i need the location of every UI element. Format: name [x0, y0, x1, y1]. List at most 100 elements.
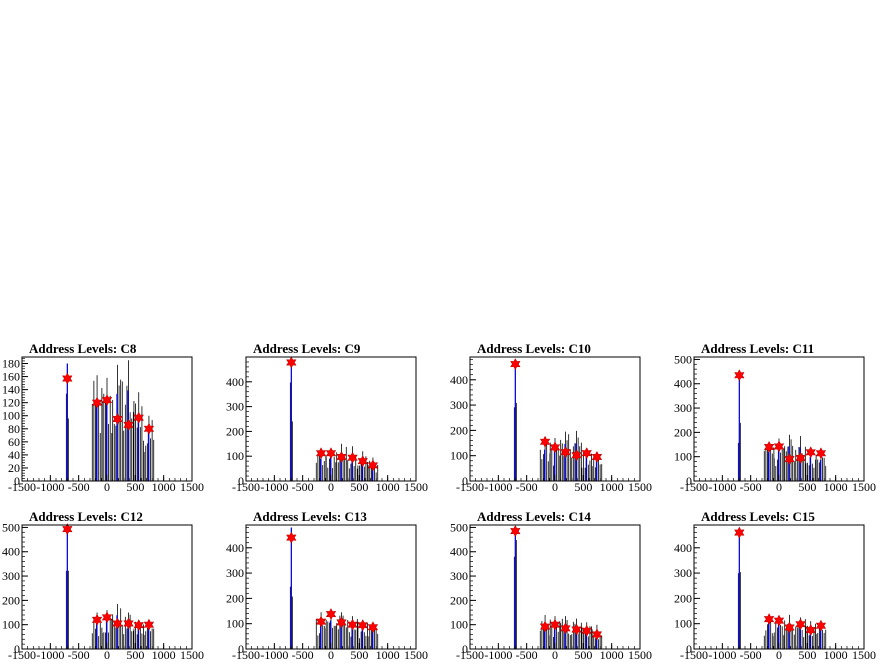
peak-marker [784, 621, 795, 634]
chart-panel: Address Levels: C9 0 100 200 300 400 -1500 -100… [226, 341, 428, 494]
y-tick-label: 100 [450, 449, 468, 463]
peak-marker [773, 614, 785, 627]
x-tick-label: -1500 [456, 648, 484, 662]
x-tick-label: 0 [776, 480, 782, 494]
x-tick-label: 500 [350, 480, 368, 494]
peak-marker [510, 525, 521, 538]
histogram-peak-cluster [815, 453, 827, 481]
y-tick-label: 100 [2, 618, 20, 632]
chart-panel: Address Levels: C13 0 100 200 300 400 -1500 -10… [226, 509, 428, 662]
y-tick-label: 500 [674, 352, 692, 366]
x-tick-label: -500 [740, 480, 762, 494]
histogram-peak-cluster [737, 374, 741, 481]
chart-title: Address Levels: C13 [253, 509, 367, 524]
peak-marker [734, 526, 745, 539]
x-tick-label: 500 [350, 648, 368, 662]
chart-title: Address Levels: C9 [253, 341, 361, 356]
x-tick-label: -1000 [260, 480, 288, 494]
y-tick-label: 0 [686, 642, 692, 656]
peak-marker [510, 358, 521, 371]
chart-title: Address Levels: C15 [701, 509, 815, 524]
y-tick-label: 0 [686, 474, 692, 488]
x-tick-label: 1500 [404, 648, 428, 662]
histogram-peak-cluster [815, 623, 827, 649]
y-tick-label: 0 [238, 474, 244, 488]
chart-panel: Address Levels: C10 0 100 200 300 400 -1500 -10… [450, 341, 652, 494]
x-tick-label: 0 [552, 480, 558, 494]
peak-marker [143, 422, 155, 435]
x-tick-label: 0 [776, 648, 782, 662]
chart-panel: Address Levels: C11 0 100 200 300 400 500 -1500… [674, 341, 876, 494]
peak-marker [286, 531, 297, 544]
y-tick-label: 0 [14, 474, 20, 488]
peak-marker [347, 618, 358, 631]
y-tick-label: 0 [462, 474, 468, 488]
histogram-peak-cluster [805, 449, 816, 481]
y-tick-label: 100 [674, 450, 692, 464]
y-tick-label: 400 [450, 545, 468, 559]
y-tick-label: 300 [450, 398, 468, 412]
peak-marker [815, 447, 827, 460]
peak-marker [560, 446, 571, 459]
y-tick-label: 300 [226, 566, 244, 580]
x-tick-label: 1000 [824, 480, 848, 494]
peak-marker [347, 451, 358, 464]
y-tick-label: 300 [2, 569, 20, 583]
peak-marker [795, 618, 806, 631]
x-tick-label: -1500 [8, 648, 36, 662]
peak-marker [91, 396, 103, 409]
peak-marker [123, 617, 134, 630]
y-tick-label: 180 [2, 357, 20, 371]
x-tick-label: -500 [740, 648, 762, 662]
y-tick-label: 200 [226, 424, 244, 438]
chart-panel: Address Levels: C80204060801001201401601… [2, 341, 204, 494]
x-tick-label: 1000 [376, 480, 400, 494]
histogram-peak-cluster [289, 527, 293, 649]
y-tick-label: 100 [226, 449, 244, 463]
x-tick-label: 1500 [852, 480, 876, 494]
x-tick-label: -1000 [708, 648, 736, 662]
peak-marker [357, 619, 368, 632]
x-tick-label: 0 [104, 480, 110, 494]
y-tick-label: 300 [674, 401, 692, 415]
y-tick-label: 200 [674, 425, 692, 439]
histogram-peak-cluster [289, 358, 293, 481]
x-tick-label: 1500 [404, 480, 428, 494]
x-tick-label: -1000 [36, 648, 64, 662]
x-tick-label: -500 [68, 648, 90, 662]
peak-marker [336, 450, 347, 463]
peak-marker [549, 618, 561, 631]
chart-title: Address Levels: C10 [477, 341, 591, 356]
x-tick-label: 0 [328, 648, 334, 662]
histogram-peak-cluster [133, 392, 144, 481]
y-tick-label: 400 [226, 541, 244, 555]
histogram-peak-cluster [101, 377, 113, 481]
histogram-peak-cluster [549, 437, 561, 481]
x-tick-label: 1500 [180, 480, 204, 494]
peak-marker [805, 623, 816, 637]
y-tick-label: 400 [674, 377, 692, 391]
x-tick-label: -1000 [708, 480, 736, 494]
y-tick-label: 200 [2, 593, 20, 607]
y-tick-label: 80 [8, 422, 20, 436]
peak-marker [367, 621, 379, 634]
peak-marker [62, 523, 73, 536]
x-tick-label: 0 [328, 480, 334, 494]
peak-marker [763, 440, 775, 454]
peak-marker [325, 447, 337, 460]
histogram-peak-cluster [763, 442, 775, 481]
x-tick-label: 0 [104, 648, 110, 662]
peak-marker [591, 628, 603, 641]
chart-title: Address Levels: C12 [29, 509, 143, 524]
peak-marker [325, 608, 337, 621]
peak-marker [133, 411, 144, 424]
chart-panel: Address Levels: C14 0 100 200 300 400 500 -1500… [450, 509, 652, 662]
x-tick-label: -500 [292, 480, 314, 494]
y-tick-label: 140 [2, 383, 20, 397]
peak-marker [571, 623, 582, 636]
peak-marker [133, 619, 144, 632]
x-tick-label: 1500 [628, 648, 652, 662]
y-tick-label: 40 [8, 448, 20, 462]
x-tick-label: 500 [798, 648, 816, 662]
